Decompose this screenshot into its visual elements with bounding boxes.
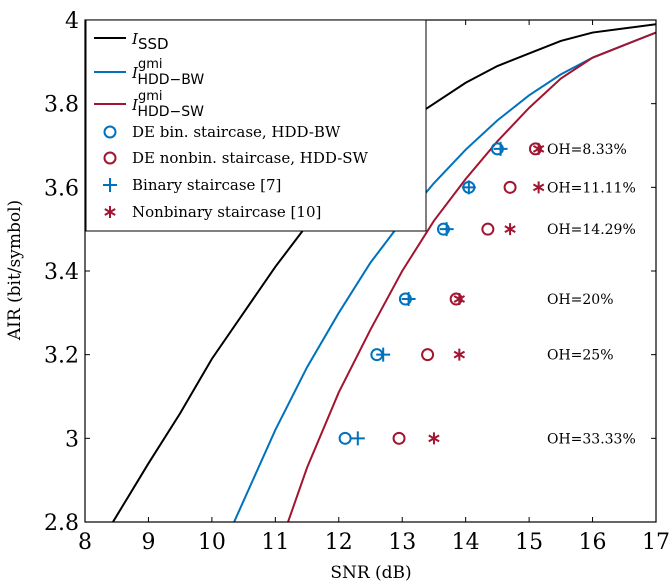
data-point-circle-4: [503, 180, 517, 194]
x-axis-label: SNR (dB): [330, 563, 411, 582]
x-tick-label: 12: [325, 530, 353, 555]
y-tick-label: 3.2: [44, 344, 79, 369]
overhead-annotation: OH=33.33%: [547, 431, 636, 447]
data-point-circle-0: [392, 431, 406, 445]
axes: 8 9 10 11 12 13 14 15 16 17 2.8 3 3.2 3.4 3.6 3.8 4: [44, 9, 670, 555]
data-point-circle-0: [338, 431, 352, 445]
legend-marker-6: [104, 206, 116, 218]
annotation-layer: OH=8.33% OH=11.11% OH=14.29% OH=20% OH=25% OH…: [547, 142, 636, 447]
y-tick-label: 3.8: [44, 93, 79, 118]
x-tick-label: 17: [642, 530, 670, 555]
legend-box: [85, 19, 427, 232]
data-point-star-1: [453, 348, 466, 361]
y-tick-label: 3.4: [44, 260, 79, 285]
y-tick-label: 4: [65, 9, 79, 34]
overhead-annotation: OH=25%: [547, 348, 614, 364]
data-point-star-4: [532, 181, 545, 194]
y-tick-label: 3.6: [44, 176, 79, 201]
data-point-circle-3: [481, 222, 495, 236]
y-axis-label: AIR (bit/symbol): [5, 200, 25, 341]
x-tick-label: 9: [141, 530, 155, 555]
legend-label: Igmi HDD−SW: [131, 89, 204, 120]
data-point-star-0: [428, 432, 440, 445]
data-point-circle-5: [528, 142, 542, 156]
x-tick-label: 11: [261, 530, 289, 555]
y-tick-label: 3: [65, 427, 79, 452]
legend-marker-5: [103, 178, 117, 192]
overhead-annotation: OH=11.11%: [547, 180, 636, 196]
legend-marker-4: [103, 151, 117, 165]
overhead-annotation: OH=20%: [547, 292, 614, 308]
legend-label: Nonbinary staircase [10]: [132, 203, 321, 221]
data-point-plus-4: [461, 180, 476, 195]
marker-layer: [338, 141, 545, 446]
legend-label: Binary staircase [7]: [132, 176, 281, 194]
series-line-2: [287, 31, 656, 522]
data-point-plus-0: [350, 431, 365, 446]
overhead-annotation: OH=14.29%: [547, 222, 636, 238]
data-point-plus-2: [401, 292, 416, 307]
data-point-plus-3: [439, 222, 454, 237]
x-tick-label: 16: [579, 530, 607, 555]
data-point-circle-2: [449, 292, 463, 306]
x-tick-label: 8: [78, 530, 92, 555]
x-tick-label: 13: [388, 530, 416, 555]
x-tick-label: 14: [452, 530, 480, 555]
data-point-plus-5: [493, 141, 508, 156]
data-point-star-2: [453, 293, 466, 306]
x-tick-label: 15: [515, 530, 543, 555]
data-point-star-5: [532, 142, 545, 155]
data-point-star-3: [504, 223, 516, 236]
data-point-plus-1: [376, 347, 391, 362]
y-tick-label: 2.8: [44, 511, 79, 536]
legend-label: DE bin. staircase, HDD-BW: [132, 123, 341, 141]
legend-label: DE nonbin. staircase, HDD-SW: [132, 149, 369, 167]
x-tick-label: 10: [198, 530, 226, 555]
legend-marker-3: [103, 125, 117, 139]
data-point-circle-1: [421, 348, 435, 362]
overhead-annotation: OH=8.33%: [547, 142, 627, 158]
legend-label: ISSD: [131, 30, 169, 53]
